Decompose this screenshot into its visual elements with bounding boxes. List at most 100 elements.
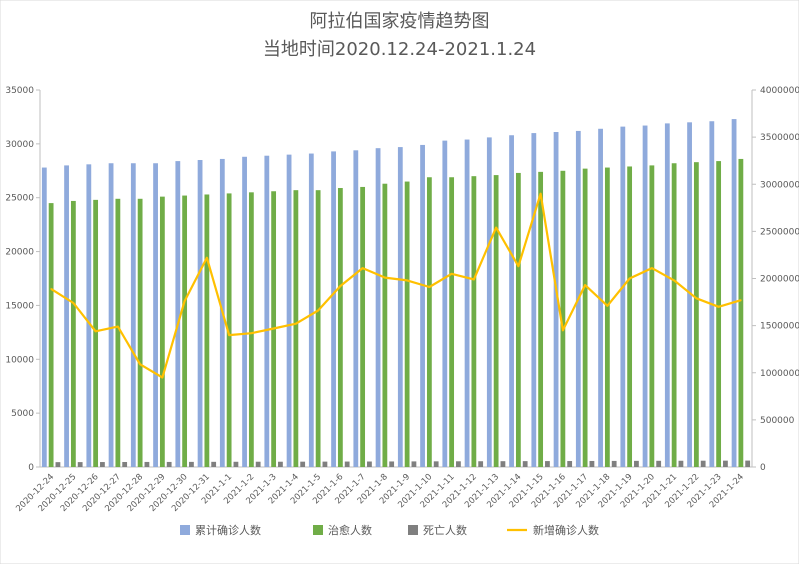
bar-series-1 [70,200,76,467]
line-point-series-3 [50,288,52,290]
left-axis-tick-label: 15000 [5,301,34,311]
bar-series-0 [86,164,92,467]
right-axis-tick-label: 2500000 [760,227,799,237]
bar-series-2 [255,461,261,467]
line-point-series-3 [295,322,297,325]
bar-series-1 [449,177,455,467]
line-point-series-3 [517,265,520,268]
line-point-series-3 [428,286,431,288]
bar-series-2 [456,461,461,467]
bar-series-0 [664,123,670,468]
bar-series-0 [153,163,158,467]
line-point-series-3 [250,332,253,334]
line-point-series-3 [406,279,408,282]
bar-series-2 [567,461,573,467]
left-axis-tick-label: 30000 [5,140,34,150]
bar-series-0 [242,156,247,468]
line-point-series-3 [206,256,208,259]
bar-series-2 [745,460,751,467]
bar-series-2 [522,461,528,467]
left-axis-tick-label: 25000 [5,194,34,204]
bar-series-2 [656,460,662,467]
line-point-series-3 [272,327,275,330]
line-point-series-3 [584,284,586,286]
bar-series-2 [700,460,706,467]
bar-series-1 [382,183,388,467]
chart-subtitle: 当地时间2020.12.24-2021.1.24 [263,39,536,60]
bar-series-1 [538,171,544,467]
bar-series-2 [389,461,395,467]
bar-series-0 [620,126,626,467]
line-series-3 [50,192,742,379]
bar-series-0 [553,132,559,467]
bar-series-1 [671,163,677,467]
bar-series-1 [627,166,633,467]
bar-series-2 [500,461,506,467]
line-point-series-3 [161,376,164,379]
bar-series-1 [604,167,610,467]
bar-series-0 [420,144,425,468]
legend-label-series-0: 累计确诊人数 [195,523,261,537]
bar-series-1 [582,168,588,468]
bar-series-0 [531,133,537,468]
bar-series-2 [433,461,439,467]
bar-series-1 [137,198,143,467]
left-axis-tick-label: 20000 [5,248,34,258]
bar-series-2 [678,460,684,467]
bar-series-0 [286,154,292,467]
right-axis-tick-label: 3000000 [760,180,799,190]
right-axis-tick-label: 3500000 [760,133,799,143]
line-point-series-3 [717,305,720,308]
left-axis-tick-label: 0 [28,463,34,473]
line-point-series-3 [72,302,75,304]
bar-series-2 [411,461,417,467]
bar-series-2 [367,461,372,467]
bar-series-1 [315,190,321,467]
line-point-series-3 [94,330,97,333]
right-axis-tick-label: 1000000 [760,369,799,379]
line-point-series-3 [361,267,364,269]
bar-series-2 [723,460,728,467]
left-axis-tick-label: 5000 [11,409,34,419]
legend-swatch-series-1 [313,525,323,535]
bar-series-1 [738,158,744,468]
bar-series-1 [182,195,188,467]
bar-series-1 [404,181,410,468]
chart-title: 阿拉伯国家疫情趋势图 [310,11,490,32]
legend-swatch-series-0 [180,525,190,535]
bar-series-2 [166,461,172,467]
bar-series-2 [322,461,328,467]
bar-series-0 [308,153,314,467]
bar-series-1 [226,193,232,468]
bar-series-0 [442,140,448,467]
line-point-series-3 [539,192,542,195]
bar-series-2 [545,461,550,467]
bar-series-0 [642,125,648,467]
bar-series-0 [598,128,603,467]
bar-series-1 [560,170,566,468]
bar-series-2 [300,461,306,467]
bar-series-0 [331,151,336,467]
bar-series-0 [397,147,403,468]
bar-series-2 [55,462,61,467]
line-point-series-3 [117,325,119,328]
bar-series-2 [278,461,283,467]
legend-label-series-2: 死亡人数 [423,523,467,537]
line-point-series-3 [139,363,141,366]
bar-series-1 [693,162,699,467]
bar-series-1 [515,172,521,467]
right-axis-tick-label: 1500000 [760,322,799,332]
bar-series-0 [687,122,692,468]
bar-series-2 [189,461,194,467]
bar-series-0 [197,160,203,467]
line-point-series-3 [628,277,631,280]
line-point-series-3 [339,285,342,287]
bar-series-1 [360,186,366,467]
line-point-series-3 [495,226,497,229]
line-point-series-3 [384,276,386,279]
line-point-series-3 [695,297,698,300]
line-point-series-3 [317,309,319,312]
bar-series-0 [486,137,492,467]
bar-series-1 [337,188,343,467]
